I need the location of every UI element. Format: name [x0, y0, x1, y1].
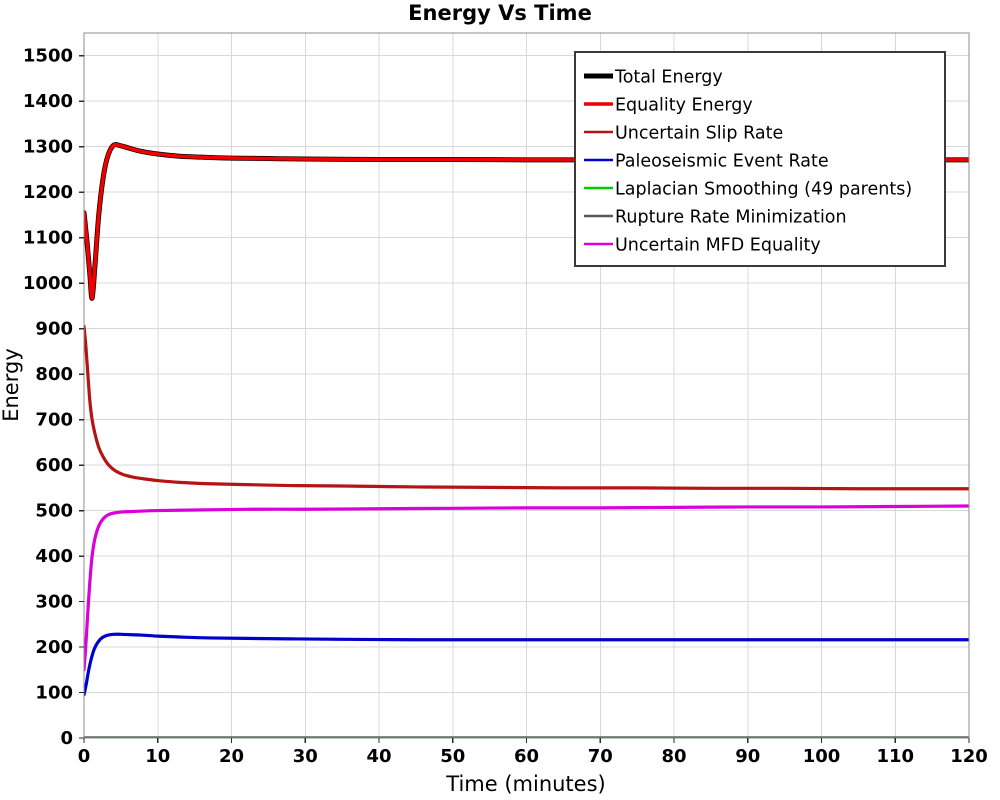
x-axis-tick-label: 30 — [293, 746, 318, 767]
y-axis-tick-labels: 0 100 200 300 400 500 600 700 800 900 1000 1100 1200… — [23, 46, 84, 749]
legend-item-label: Paleoseismic Event Rate — [615, 152, 829, 172]
legend-box — [574, 51, 946, 267]
x-axis-tick-label: 20 — [219, 746, 244, 767]
y-axis-tick-label: 1300 — [23, 137, 73, 158]
y-axis-tick-label: 300 — [35, 592, 73, 613]
y-axis-tick-label: 700 — [35, 410, 73, 431]
x-axis-tick-label: 90 — [735, 746, 760, 767]
x-axis-title: Time (minutes) — [445, 772, 605, 796]
chart-title: Energy Vs Time — [408, 1, 592, 25]
x-axis-tick-label: 50 — [440, 746, 465, 767]
y-axis-tick-label: 1400 — [23, 91, 73, 112]
legend-item-label: Rupture Rate Minimization — [615, 208, 847, 228]
x-axis-tick-label: 100 — [803, 746, 841, 767]
series-line-uncertain-mfd-equality — [84, 504, 969, 672]
legend-item-rupture-rate-minimization[interactable]: Rupture Rate Minimization — [584, 208, 847, 228]
y-axis-tick-label: 600 — [35, 455, 73, 476]
x-axis-tick-label: 60 — [514, 746, 539, 767]
y-axis-tick-label: 900 — [35, 319, 73, 340]
series-line-paleoseismic-event-rate — [84, 632, 969, 697]
y-axis-tick-label: 100 — [35, 683, 73, 704]
legend-item-label: Uncertain MFD Equality — [615, 236, 821, 256]
series-line-uncertain-slip-rate — [84, 324, 969, 491]
chart-legend[interactable]: Total Energy Equality Energy Uncertain Sli… — [574, 51, 946, 267]
legend-item-equality-energy[interactable]: Equality Energy — [584, 96, 753, 116]
y-axis-tick-label: 800 — [35, 364, 73, 385]
x-axis-tick-label: 70 — [588, 746, 613, 767]
legend-item-label: Total Energy — [614, 68, 723, 88]
y-axis-tick-label: 1200 — [23, 182, 73, 203]
x-axis-tick-labels: 0 10 20 30 40 50 60 70 80 90 100 110 120 — [78, 738, 988, 767]
x-axis-tick-label: 120 — [950, 746, 988, 767]
x-axis-tick-label: 40 — [366, 746, 391, 767]
y-axis-tick-label: 200 — [35, 637, 73, 658]
legend-item-uncertain-slip-rate[interactable]: Uncertain Slip Rate — [584, 124, 783, 144]
x-axis-tick-label: 80 — [661, 746, 686, 767]
x-axis-tick-label: 0 — [78, 746, 91, 767]
x-axis-tick-label: 10 — [145, 746, 170, 767]
legend-item-total-energy[interactable]: Total Energy — [584, 68, 723, 88]
y-axis-tick-label: 1000 — [23, 273, 73, 294]
x-axis-tick-label: 110 — [876, 746, 914, 767]
legend-item-laplacian-smoothing-49-parents[interactable]: Laplacian Smoothing (49 parents) — [584, 180, 912, 200]
y-axis-tick-label: 0 — [60, 728, 73, 749]
legend-item-paleoseismic-event-rate[interactable]: Paleoseismic Event Rate — [584, 152, 829, 172]
y-axis-tick-label: 1100 — [23, 228, 73, 249]
legend-item-uncertain-mfd-equality[interactable]: Uncertain MFD Equality — [584, 236, 821, 256]
legend-item-label: Equality Energy — [615, 96, 753, 116]
y-axis-tick-label: 1500 — [23, 46, 73, 67]
legend-item-label: Laplacian Smoothing (49 parents) — [615, 180, 912, 200]
y-axis-tick-label: 400 — [35, 546, 73, 567]
legend-item-label: Uncertain Slip Rate — [615, 124, 783, 144]
y-axis-tick-label: 500 — [35, 501, 73, 522]
y-axis-title: Energy — [0, 348, 23, 422]
